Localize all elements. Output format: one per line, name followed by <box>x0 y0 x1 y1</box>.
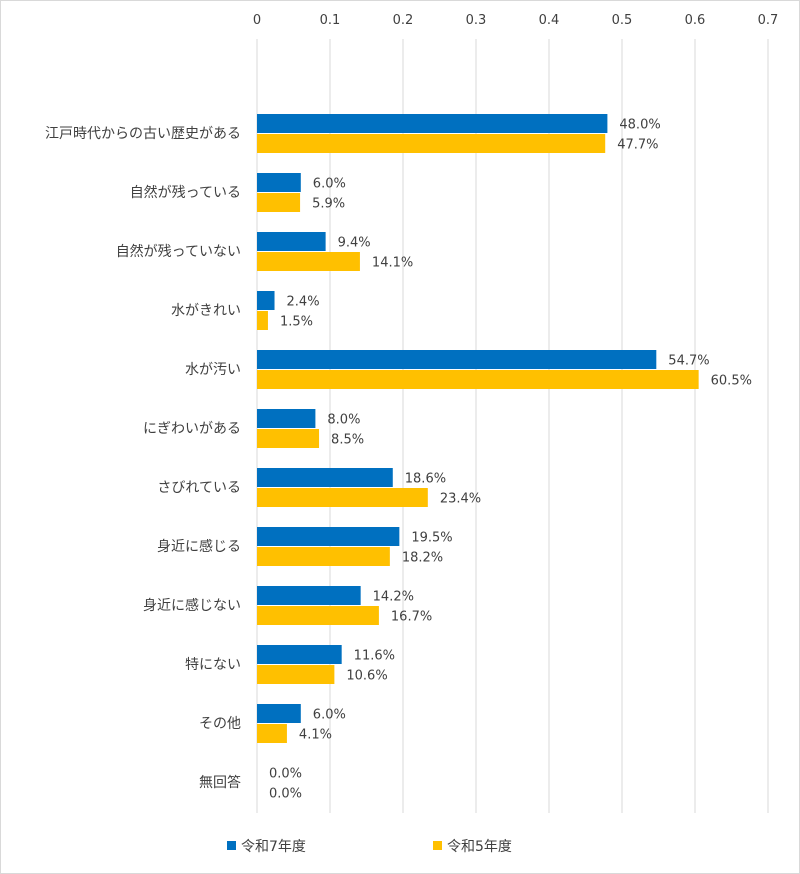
bar-series2 <box>257 311 268 330</box>
bar-series1 <box>257 704 301 723</box>
x-tick-label: 0.6 <box>685 13 706 28</box>
legend-label: 令和7年度 <box>241 839 306 855</box>
bar-series2 <box>257 252 360 271</box>
data-label: 54.7% <box>668 354 709 369</box>
data-label: 6.0% <box>313 708 346 723</box>
category-label: 身近に感じる <box>157 538 241 555</box>
data-label: 8.5% <box>331 433 364 448</box>
data-label: 60.5% <box>711 374 752 389</box>
category-label: 江戸時代からの古い歴史がある <box>45 126 241 142</box>
category-label: 水が汚い <box>185 362 241 378</box>
category-label: その他 <box>199 716 241 732</box>
x-tick-label: 0.7 <box>758 13 779 28</box>
data-label: 0.0% <box>269 787 302 802</box>
bar-series1 <box>257 232 326 251</box>
category-label: 特にない <box>185 657 241 673</box>
category-label: 自然が残っていない <box>116 243 241 260</box>
bar-series1 <box>257 586 361 605</box>
bar-series2 <box>257 370 699 389</box>
legend-swatch <box>227 841 236 850</box>
x-tick-label: 0 <box>253 13 261 28</box>
category-label: 無回答 <box>199 774 241 791</box>
x-tick-label: 0.3 <box>466 13 487 28</box>
x-tick-label: 0.1 <box>320 13 341 28</box>
data-label: 18.6% <box>405 472 446 487</box>
data-label: 18.2% <box>402 551 443 566</box>
bar-series1 <box>257 409 316 428</box>
x-tick-label: 0.2 <box>393 13 414 28</box>
bar-series1 <box>257 468 393 487</box>
data-label: 14.1% <box>372 256 413 271</box>
data-label: 2.4% <box>287 295 320 310</box>
data-label: 23.4% <box>440 492 481 507</box>
bar-series1 <box>257 350 657 369</box>
bar-series2 <box>257 429 320 448</box>
bar-series2 <box>257 488 428 507</box>
category-label: 水がきれい <box>171 303 241 319</box>
legend-label: 令和5年度 <box>447 839 512 855</box>
data-label: 0.0% <box>269 767 302 782</box>
bar-series1 <box>257 173 301 192</box>
data-label: 48.0% <box>619 118 660 133</box>
data-label: 8.0% <box>327 413 360 428</box>
data-label: 14.2% <box>373 590 414 605</box>
data-label: 19.5% <box>411 531 452 546</box>
category-label: さびれている <box>157 480 241 496</box>
bar-series1 <box>257 291 275 310</box>
data-label: 9.4% <box>338 236 371 251</box>
data-label: 1.5% <box>280 315 313 330</box>
bar-series1 <box>257 114 608 133</box>
x-tick-label: 0.4 <box>539 13 560 28</box>
category-label: にぎわいがある <box>143 421 241 437</box>
data-label: 11.6% <box>354 649 395 664</box>
data-label: 5.9% <box>312 197 345 212</box>
category-label: 自然が残っている <box>130 184 241 201</box>
bar-series2 <box>257 134 606 153</box>
category-label: 身近に感じない <box>143 597 241 614</box>
bar-series2 <box>257 606 379 625</box>
data-label: 6.0% <box>313 177 346 192</box>
data-label: 4.1% <box>299 728 332 743</box>
data-label: 16.7% <box>391 610 432 625</box>
data-label: 47.7% <box>617 138 658 153</box>
bar-series2 <box>257 724 287 743</box>
x-tick-label: 0.5 <box>612 13 633 28</box>
bar-series2 <box>257 193 301 212</box>
bar-series2 <box>257 547 390 566</box>
legend-swatch <box>433 841 442 850</box>
bar-series1 <box>257 527 400 546</box>
data-label: 10.6% <box>346 669 387 684</box>
bar-series2 <box>257 665 335 684</box>
bar-series1 <box>257 645 342 664</box>
